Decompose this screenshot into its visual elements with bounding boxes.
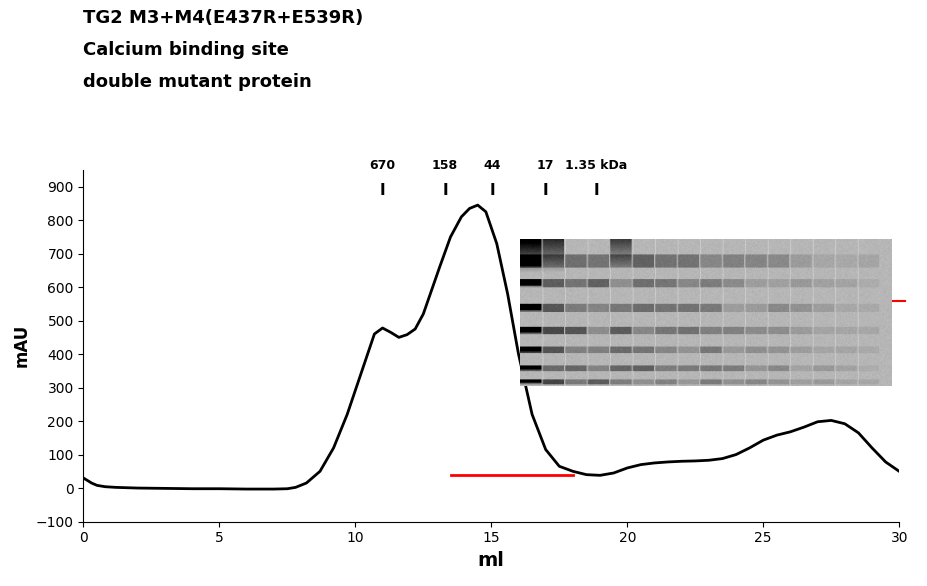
Text: I: I bbox=[543, 183, 549, 197]
Text: Calcium binding site: Calcium binding site bbox=[83, 41, 289, 59]
Text: 158: 158 bbox=[432, 159, 458, 172]
X-axis label: ml: ml bbox=[478, 551, 504, 570]
Text: I: I bbox=[442, 183, 448, 197]
Text: 670: 670 bbox=[370, 159, 396, 172]
Text: I: I bbox=[489, 183, 496, 197]
Text: 17: 17 bbox=[537, 159, 554, 172]
Text: His-tag
elution: His-tag elution bbox=[548, 269, 598, 297]
Text: I: I bbox=[593, 183, 599, 197]
Y-axis label: mAU: mAU bbox=[12, 324, 31, 367]
Text: 1.35 kDa: 1.35 kDa bbox=[565, 159, 628, 172]
Text: I: I bbox=[380, 183, 386, 197]
Text: 44: 44 bbox=[484, 159, 502, 172]
Text: Gel filtration
fraction: Gel filtration fraction bbox=[732, 269, 821, 297]
Text: TG2 M3+M4(E437R+E539R): TG2 M3+M4(E437R+E539R) bbox=[83, 9, 363, 27]
Text: double mutant protein: double mutant protein bbox=[83, 73, 312, 91]
